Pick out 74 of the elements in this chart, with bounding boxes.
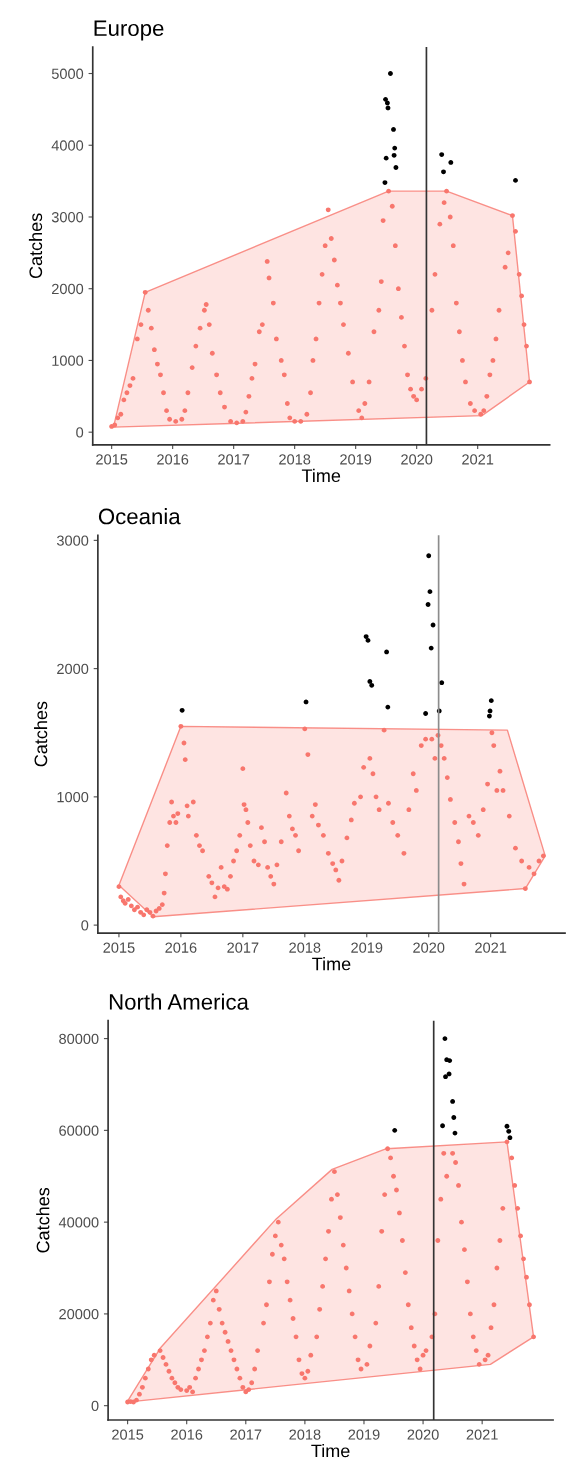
x-tick-label: 2016 — [171, 1429, 203, 1440]
point — [488, 698, 494, 704]
point — [392, 1127, 398, 1133]
x-tick-label: 2019 — [351, 942, 383, 953]
x-tick-label: 2019 — [340, 454, 372, 465]
point — [427, 589, 433, 595]
x-axis-title: Time — [311, 1444, 350, 1458]
point — [426, 553, 432, 559]
x-tick-label: 2017 — [230, 1429, 262, 1440]
y-tick-label: 0 — [76, 427, 84, 438]
y-tick-label: 2000 — [52, 283, 84, 295]
point — [428, 645, 434, 651]
point — [385, 704, 391, 710]
x-tick-label: 2016 — [157, 454, 189, 465]
y-tick-label: 2000 — [57, 663, 89, 675]
point — [441, 169, 446, 175]
x-tick-label: 2020 — [401, 454, 433, 465]
point — [450, 1099, 456, 1104]
point — [504, 1123, 510, 1129]
point — [439, 680, 445, 686]
point — [369, 682, 375, 688]
point — [392, 145, 398, 151]
x-tick-label: 2017 — [218, 454, 250, 465]
x-axis-title: Time — [301, 468, 341, 483]
y-tick-label: 0 — [81, 920, 89, 931]
y-tick-label: 1000 — [52, 355, 84, 366]
point — [384, 100, 390, 106]
point — [440, 1123, 445, 1129]
y-tick-label: 3000 — [56, 535, 89, 546]
point — [363, 634, 369, 639]
x-tick-label: 2019 — [348, 1429, 380, 1440]
y-tick-label: 80000 — [59, 1033, 99, 1045]
point — [367, 679, 373, 684]
y-axis-title: Catches — [36, 1187, 50, 1253]
chart-title: Oceania — [98, 508, 181, 525]
point — [383, 96, 388, 102]
y-tick-label: 0 — [91, 1400, 99, 1412]
point — [388, 71, 393, 76]
point — [443, 1074, 448, 1080]
point — [179, 707, 185, 713]
y-tick-label: 60000 — [59, 1125, 99, 1136]
y-tick-label: 4000 — [51, 140, 84, 151]
point — [391, 152, 397, 158]
y-axis-title: Catches — [28, 213, 43, 279]
y-tick-label: 20000 — [59, 1309, 99, 1320]
point — [423, 711, 429, 716]
chart-title: Europe — [94, 20, 164, 41]
x-tick-label: 2021 — [475, 942, 507, 953]
x-axis-title: Time — [312, 957, 351, 971]
chart-title: North America — [109, 993, 249, 1010]
x-tick-label: 2018 — [279, 454, 311, 465]
x-tick-label: 2020 — [413, 942, 445, 953]
x-tick-label: 2015 — [112, 1429, 144, 1440]
point — [506, 1128, 512, 1134]
point — [448, 160, 454, 165]
x-tick-label: 2016 — [165, 942, 197, 953]
x-tick-label: 2015 — [96, 454, 128, 465]
point — [451, 1115, 457, 1120]
y-tick-label: 5000 — [51, 68, 84, 79]
x-tick-label: 2020 — [407, 1429, 439, 1440]
point — [513, 177, 518, 183]
y-tick-label: 3000 — [51, 212, 84, 223]
point — [507, 1135, 513, 1141]
x-tick-label: 2018 — [289, 1429, 321, 1440]
point — [439, 152, 445, 157]
x-tick-label: 2017 — [227, 942, 259, 953]
point — [391, 127, 396, 132]
x-tick-label: 2021 — [462, 454, 494, 465]
x-tick-label: 2018 — [289, 942, 321, 953]
x-tick-label: 2021 — [466, 1429, 498, 1440]
x-tick-label: 2015 — [103, 942, 135, 953]
y-tick-label: 40000 — [58, 1217, 99, 1228]
y-tick-label: 1000 — [57, 791, 89, 803]
y-axis-title: Catches — [34, 701, 48, 767]
